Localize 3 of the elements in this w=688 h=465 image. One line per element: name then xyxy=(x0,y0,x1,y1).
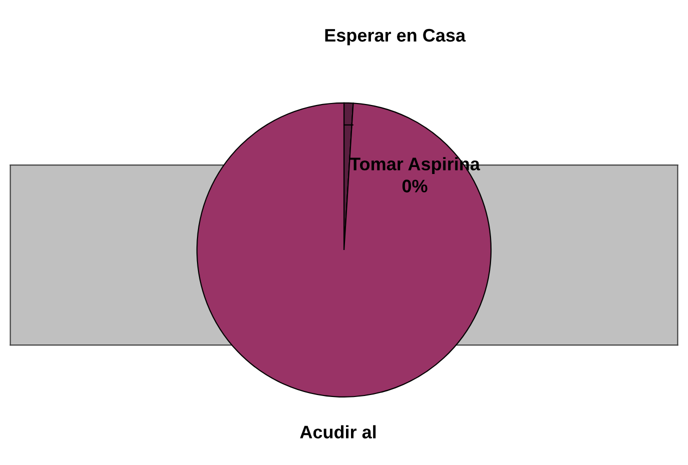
text: 0% xyxy=(402,180,428,192)
slice-label: Esperar en Casa xyxy=(325,28,466,46)
slice-label: Acudir al xyxy=(300,425,376,438)
